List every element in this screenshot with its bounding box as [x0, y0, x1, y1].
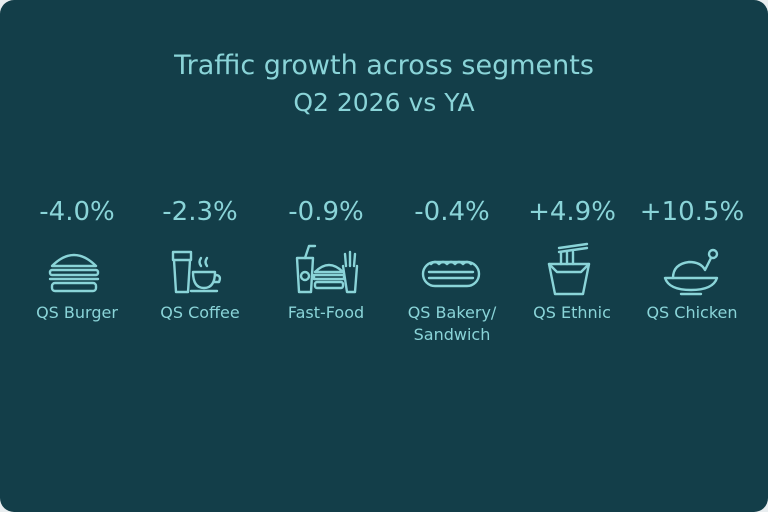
segment-value: -0.9% [288, 197, 364, 227]
segment-icon [663, 248, 719, 296]
segment: -0.9% Fast-Food [264, 192, 388, 324]
segment-value: +4.9% [528, 197, 616, 227]
subtitle: Q2 2026 vs YA [293, 88, 475, 117]
segment-value: -2.3% [162, 197, 238, 227]
segment: +4.9% QS Ethnic [510, 192, 634, 324]
segment-icon [421, 260, 481, 288]
segment-value: +10.5% [639, 197, 745, 227]
segment-label: QS Chicken [646, 303, 738, 322]
segment: +10.5% QS Chicken [630, 192, 754, 324]
segment-label: Fast-Food [287, 303, 365, 322]
segment-label: QS Burger [36, 303, 118, 322]
segment-label: QS Bakery/ Sandwich [407, 303, 497, 344]
segment-value: -0.4% [414, 197, 490, 227]
segment-label: QS Ethnic [533, 303, 611, 322]
segment: -4.0% QS Burger [15, 192, 139, 324]
segment-label: QS Coffee [160, 303, 240, 322]
segment-value: -4.0% [39, 197, 115, 227]
segment: -0.4% QS Bakery/ Sandwich [390, 192, 514, 346]
segment: -2.3% QS Coffee [138, 192, 262, 324]
segment-icon [171, 250, 222, 294]
segment-icon [547, 242, 591, 296]
segment-icon [295, 244, 359, 294]
segment-icon [48, 253, 100, 293]
title: Traffic growth across segments [174, 50, 594, 81]
